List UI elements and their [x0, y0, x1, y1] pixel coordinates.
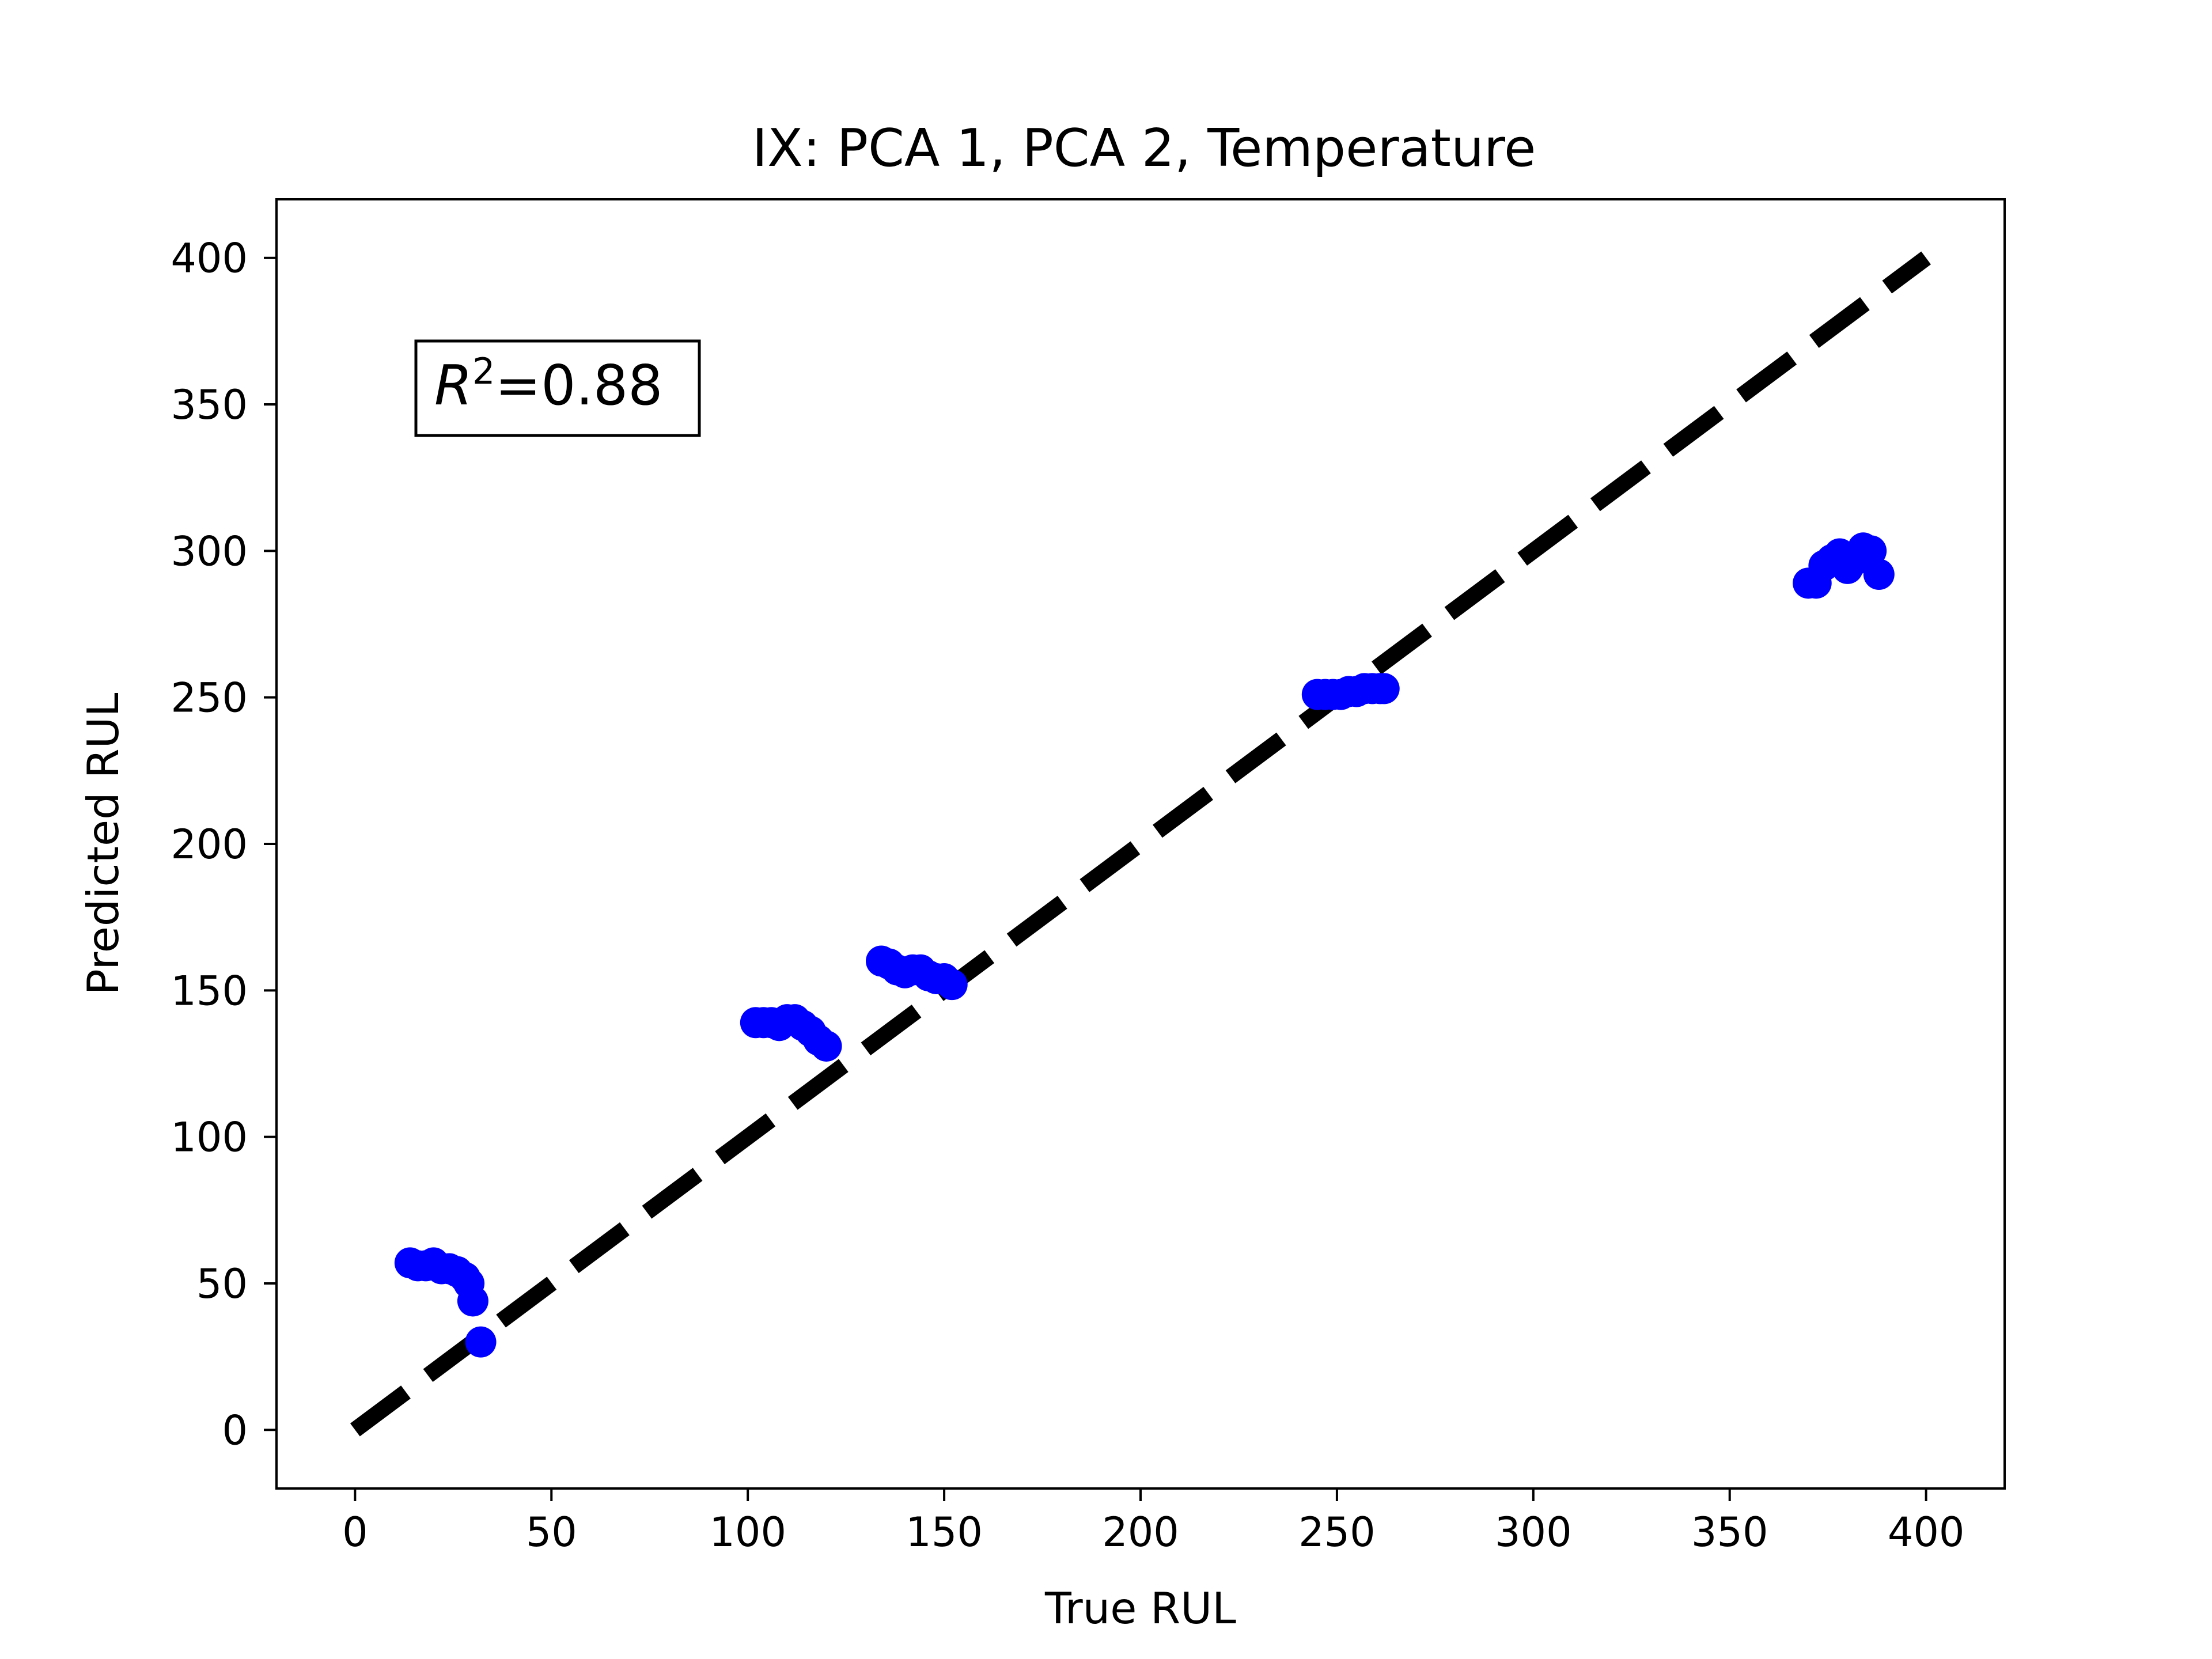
data-point [457, 1285, 488, 1317]
x-tick-label: 250 [1298, 1509, 1376, 1556]
r2-symbol: R [434, 354, 472, 418]
y-tick-label: 350 [171, 381, 248, 429]
r2-annotation-text: R2=0.88 [434, 350, 663, 418]
x-tick-label: 50 [526, 1509, 577, 1556]
data-point [810, 1030, 842, 1062]
points-layer [394, 532, 1895, 1358]
y-tick-label: 0 [222, 1407, 248, 1454]
y-tick-label: 100 [171, 1114, 248, 1161]
data-point [1368, 673, 1400, 704]
y-tick-label: 250 [171, 675, 248, 722]
data-point [1863, 559, 1895, 590]
y-axis-label: Predicted RUL [78, 692, 128, 995]
y-tick-label: 300 [171, 528, 248, 575]
r2-exponent: 2 [472, 350, 495, 392]
x-tick-label: 150 [906, 1509, 983, 1556]
y-tick-label: 150 [171, 967, 248, 1014]
x-tick-label: 350 [1691, 1509, 1768, 1556]
x-tick-label: 400 [1888, 1509, 1965, 1556]
y-tick-label: 400 [171, 235, 248, 282]
y-axis: 0 50 100 150 200 250 300 350 400 [171, 235, 276, 1454]
y-tick-label: 200 [171, 821, 248, 868]
reference-line [350, 251, 1931, 1437]
x-tick-label: 300 [1495, 1509, 1572, 1556]
x-axis-label: True RUL [1044, 1583, 1236, 1634]
r2-annotation: R2=0.88 [414, 339, 701, 437]
y-tick-label: 50 [196, 1260, 248, 1308]
data-point [1855, 535, 1887, 567]
x-tick-label: 0 [342, 1509, 368, 1556]
reference-line-layer [350, 251, 1931, 1437]
data-point [465, 1326, 497, 1358]
r2-annotation-box [414, 339, 701, 437]
x-tick-label: 200 [1102, 1509, 1179, 1556]
r2-value: =0.88 [495, 354, 662, 418]
data-point [936, 969, 968, 1001]
x-axis: 0 50 100 150 200 250 300 350 400 [342, 1488, 1964, 1556]
x-tick-label: 100 [709, 1509, 786, 1556]
chart-title: IX: PCA 1, PCA 2, Temperature [752, 118, 1536, 179]
